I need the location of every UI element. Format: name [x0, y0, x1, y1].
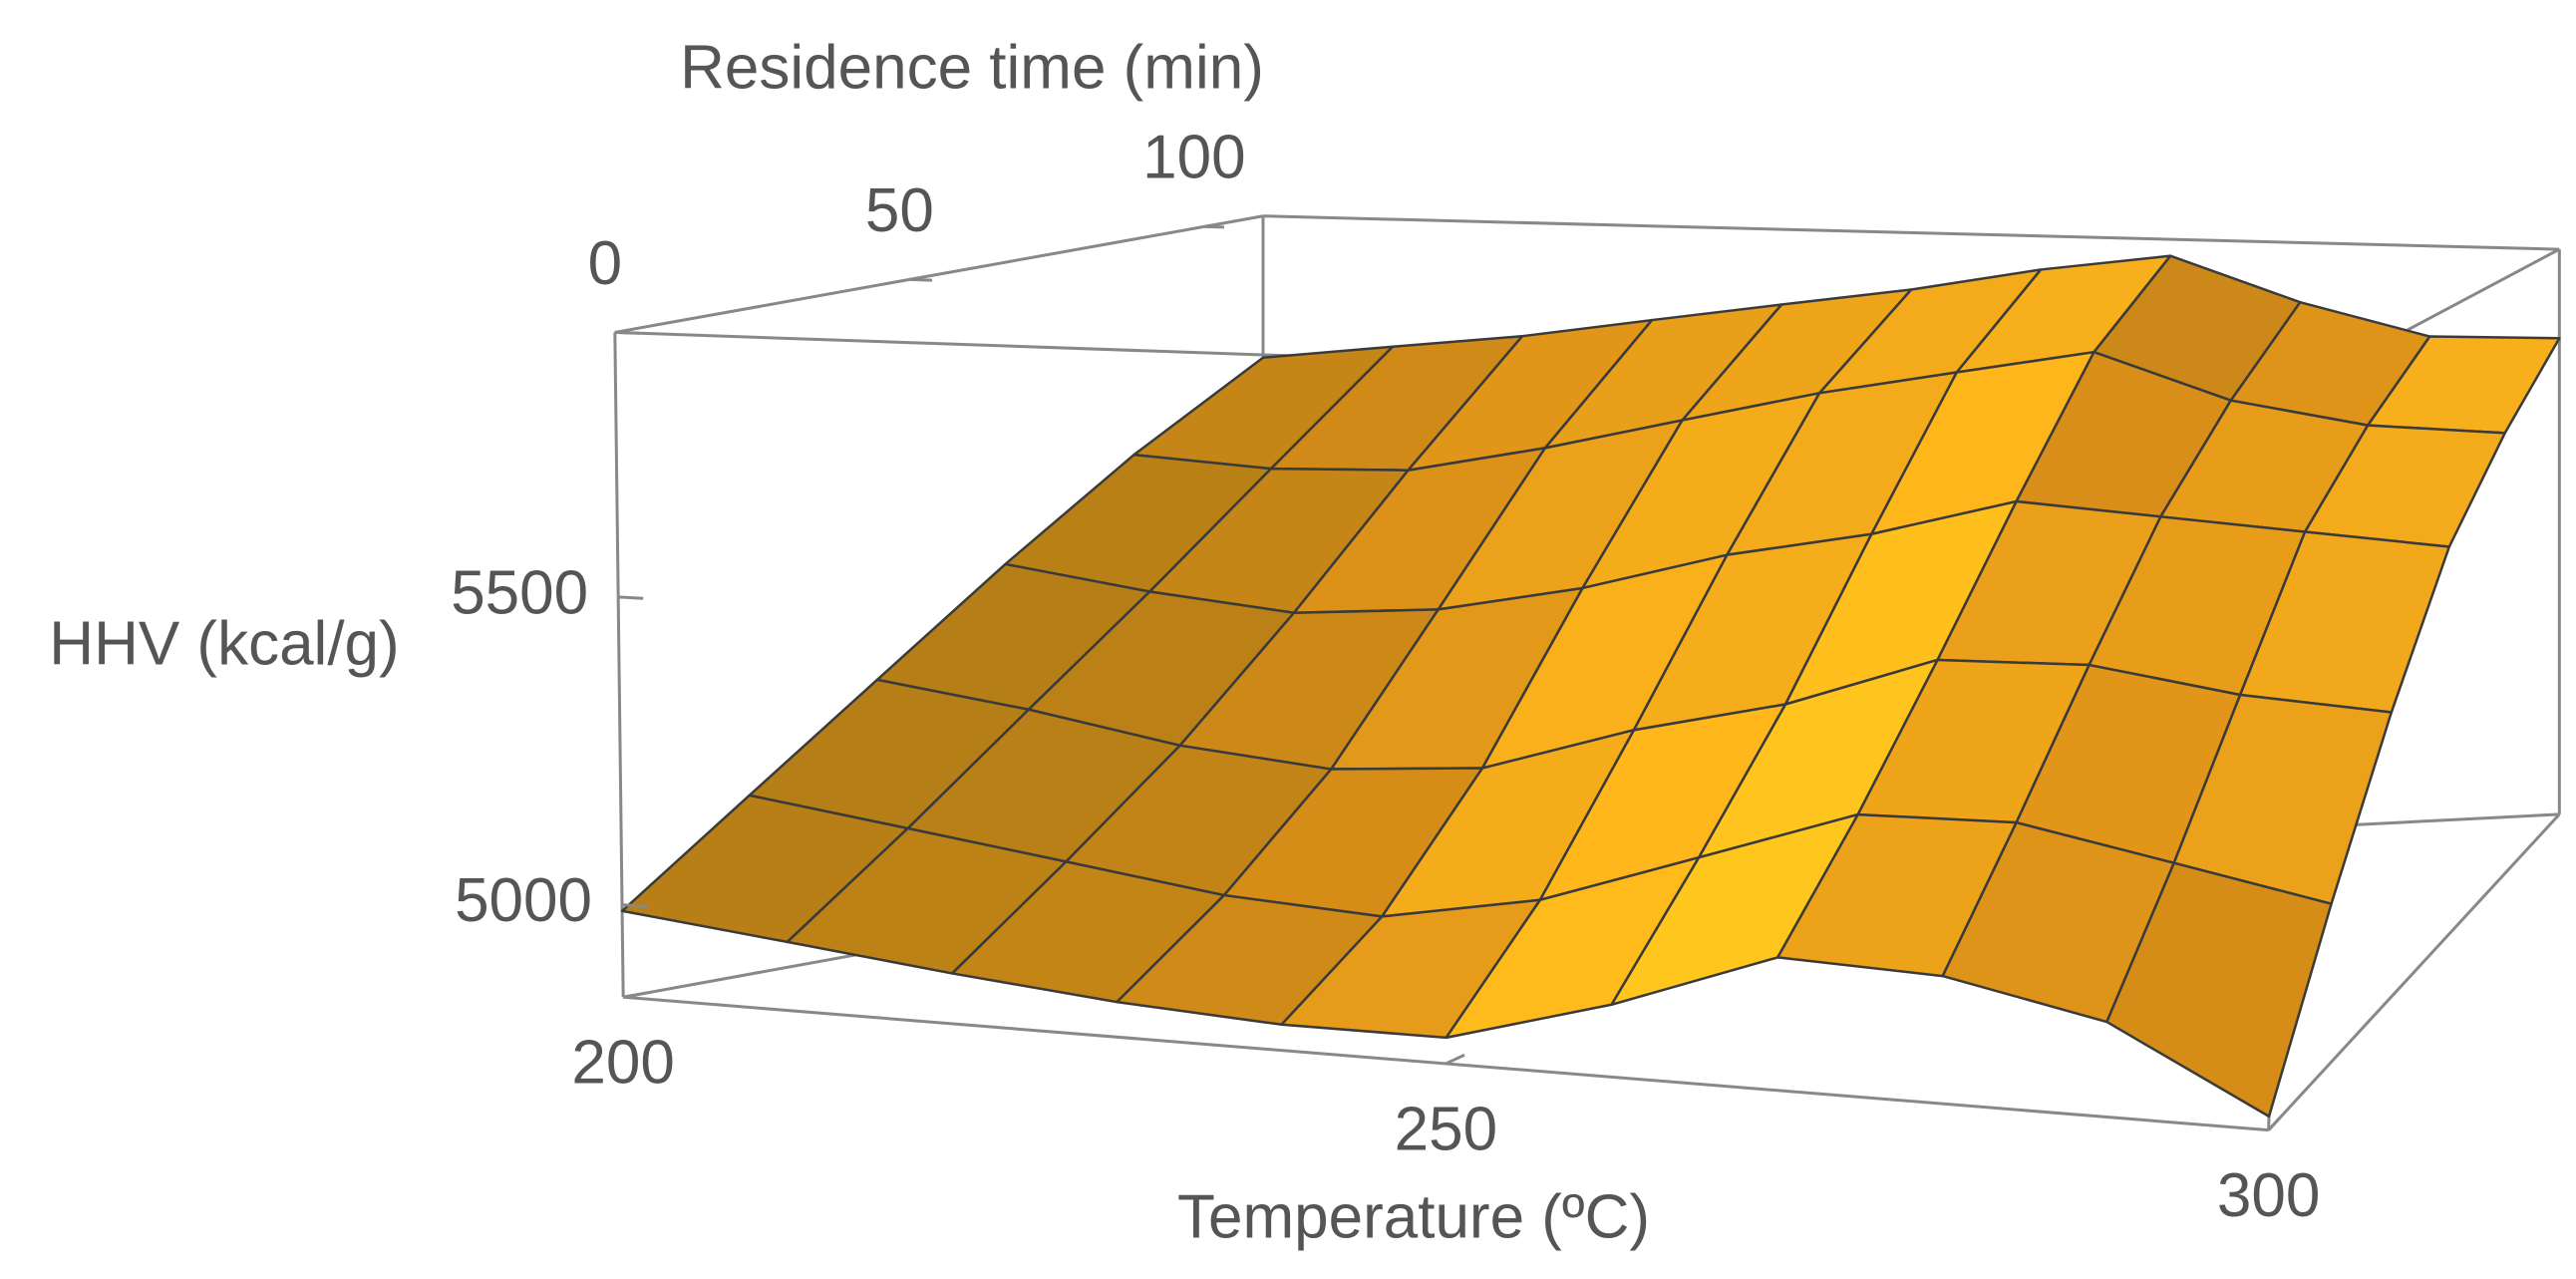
y-tick — [614, 330, 641, 335]
axes: 200 250 300 0 50 100 5000 5500 — [451, 124, 2320, 1230]
y-tick-label: 100 — [1142, 124, 1245, 192]
box-edge — [1262, 214, 2560, 251]
z-tick-label: 5000 — [455, 866, 592, 935]
z-axis-title: HHV (kcal/g) — [49, 609, 399, 678]
x-tick-label: 300 — [2217, 1161, 2320, 1230]
box-edge — [2267, 812, 2561, 1131]
surface-patch — [2105, 861, 2333, 1119]
x-tick-label: 250 — [1395, 1095, 1497, 1163]
y-tick-label: 50 — [865, 176, 934, 245]
x-tick — [1445, 1053, 1465, 1066]
y-tick-label: 0 — [588, 229, 622, 298]
box-edge — [613, 332, 625, 998]
x-tick — [622, 991, 650, 999]
box-edge — [614, 214, 1264, 334]
surface — [620, 254, 2561, 1119]
y-tick — [1203, 224, 1224, 229]
z-tick-label: 5500 — [451, 558, 588, 627]
x-axis-title: Temperature (ºC) — [1177, 1182, 1650, 1251]
y-axis-title: Residence time (min) — [680, 33, 1264, 102]
z-tick — [618, 595, 644, 600]
x-tick-label: 200 — [571, 1029, 674, 1098]
z-tick — [621, 903, 647, 908]
x-tick — [2267, 1116, 2282, 1131]
y-tick — [909, 277, 933, 282]
